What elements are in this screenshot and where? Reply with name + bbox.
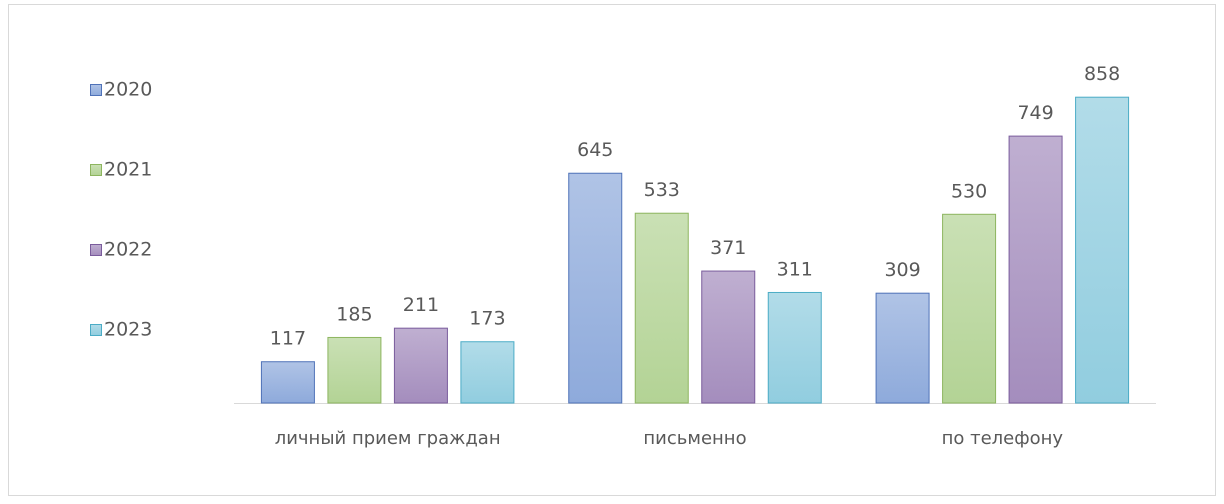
bar	[1008, 135, 1063, 404]
data-label: 117	[270, 328, 306, 350]
data-label: 311	[777, 258, 813, 280]
bar	[767, 291, 822, 404]
data-label: 185	[336, 303, 372, 325]
legend-swatch	[90, 324, 102, 336]
x-tick-label: по телефону	[942, 428, 1064, 449]
bar	[1075, 96, 1130, 404]
bar	[327, 336, 382, 404]
bar	[701, 270, 756, 404]
legend-label: 2023	[104, 319, 152, 341]
data-label: 309	[884, 259, 920, 281]
legend-label: 2022	[104, 239, 152, 261]
legend-swatch	[90, 244, 102, 256]
data-label: 533	[644, 179, 680, 201]
legend-swatch	[90, 84, 102, 96]
data-label: 645	[577, 139, 613, 161]
data-label: 749	[1017, 102, 1053, 124]
bar	[393, 327, 448, 404]
legend-swatch	[90, 164, 102, 176]
x-tick-label: личный прием граждан	[275, 428, 501, 449]
bar	[634, 212, 689, 404]
bar	[260, 361, 315, 404]
data-label: 173	[469, 308, 505, 330]
x-tick-label: письменно	[643, 428, 746, 449]
data-label: 530	[951, 180, 987, 202]
bar	[942, 213, 997, 404]
data-label: 211	[403, 294, 439, 316]
data-label: 371	[710, 237, 746, 259]
bar	[875, 292, 930, 404]
data-label: 858	[1084, 63, 1120, 85]
bar	[460, 341, 515, 404]
bar	[568, 172, 623, 404]
legend-label: 2021	[104, 159, 152, 181]
legend-label: 2020	[104, 79, 152, 101]
